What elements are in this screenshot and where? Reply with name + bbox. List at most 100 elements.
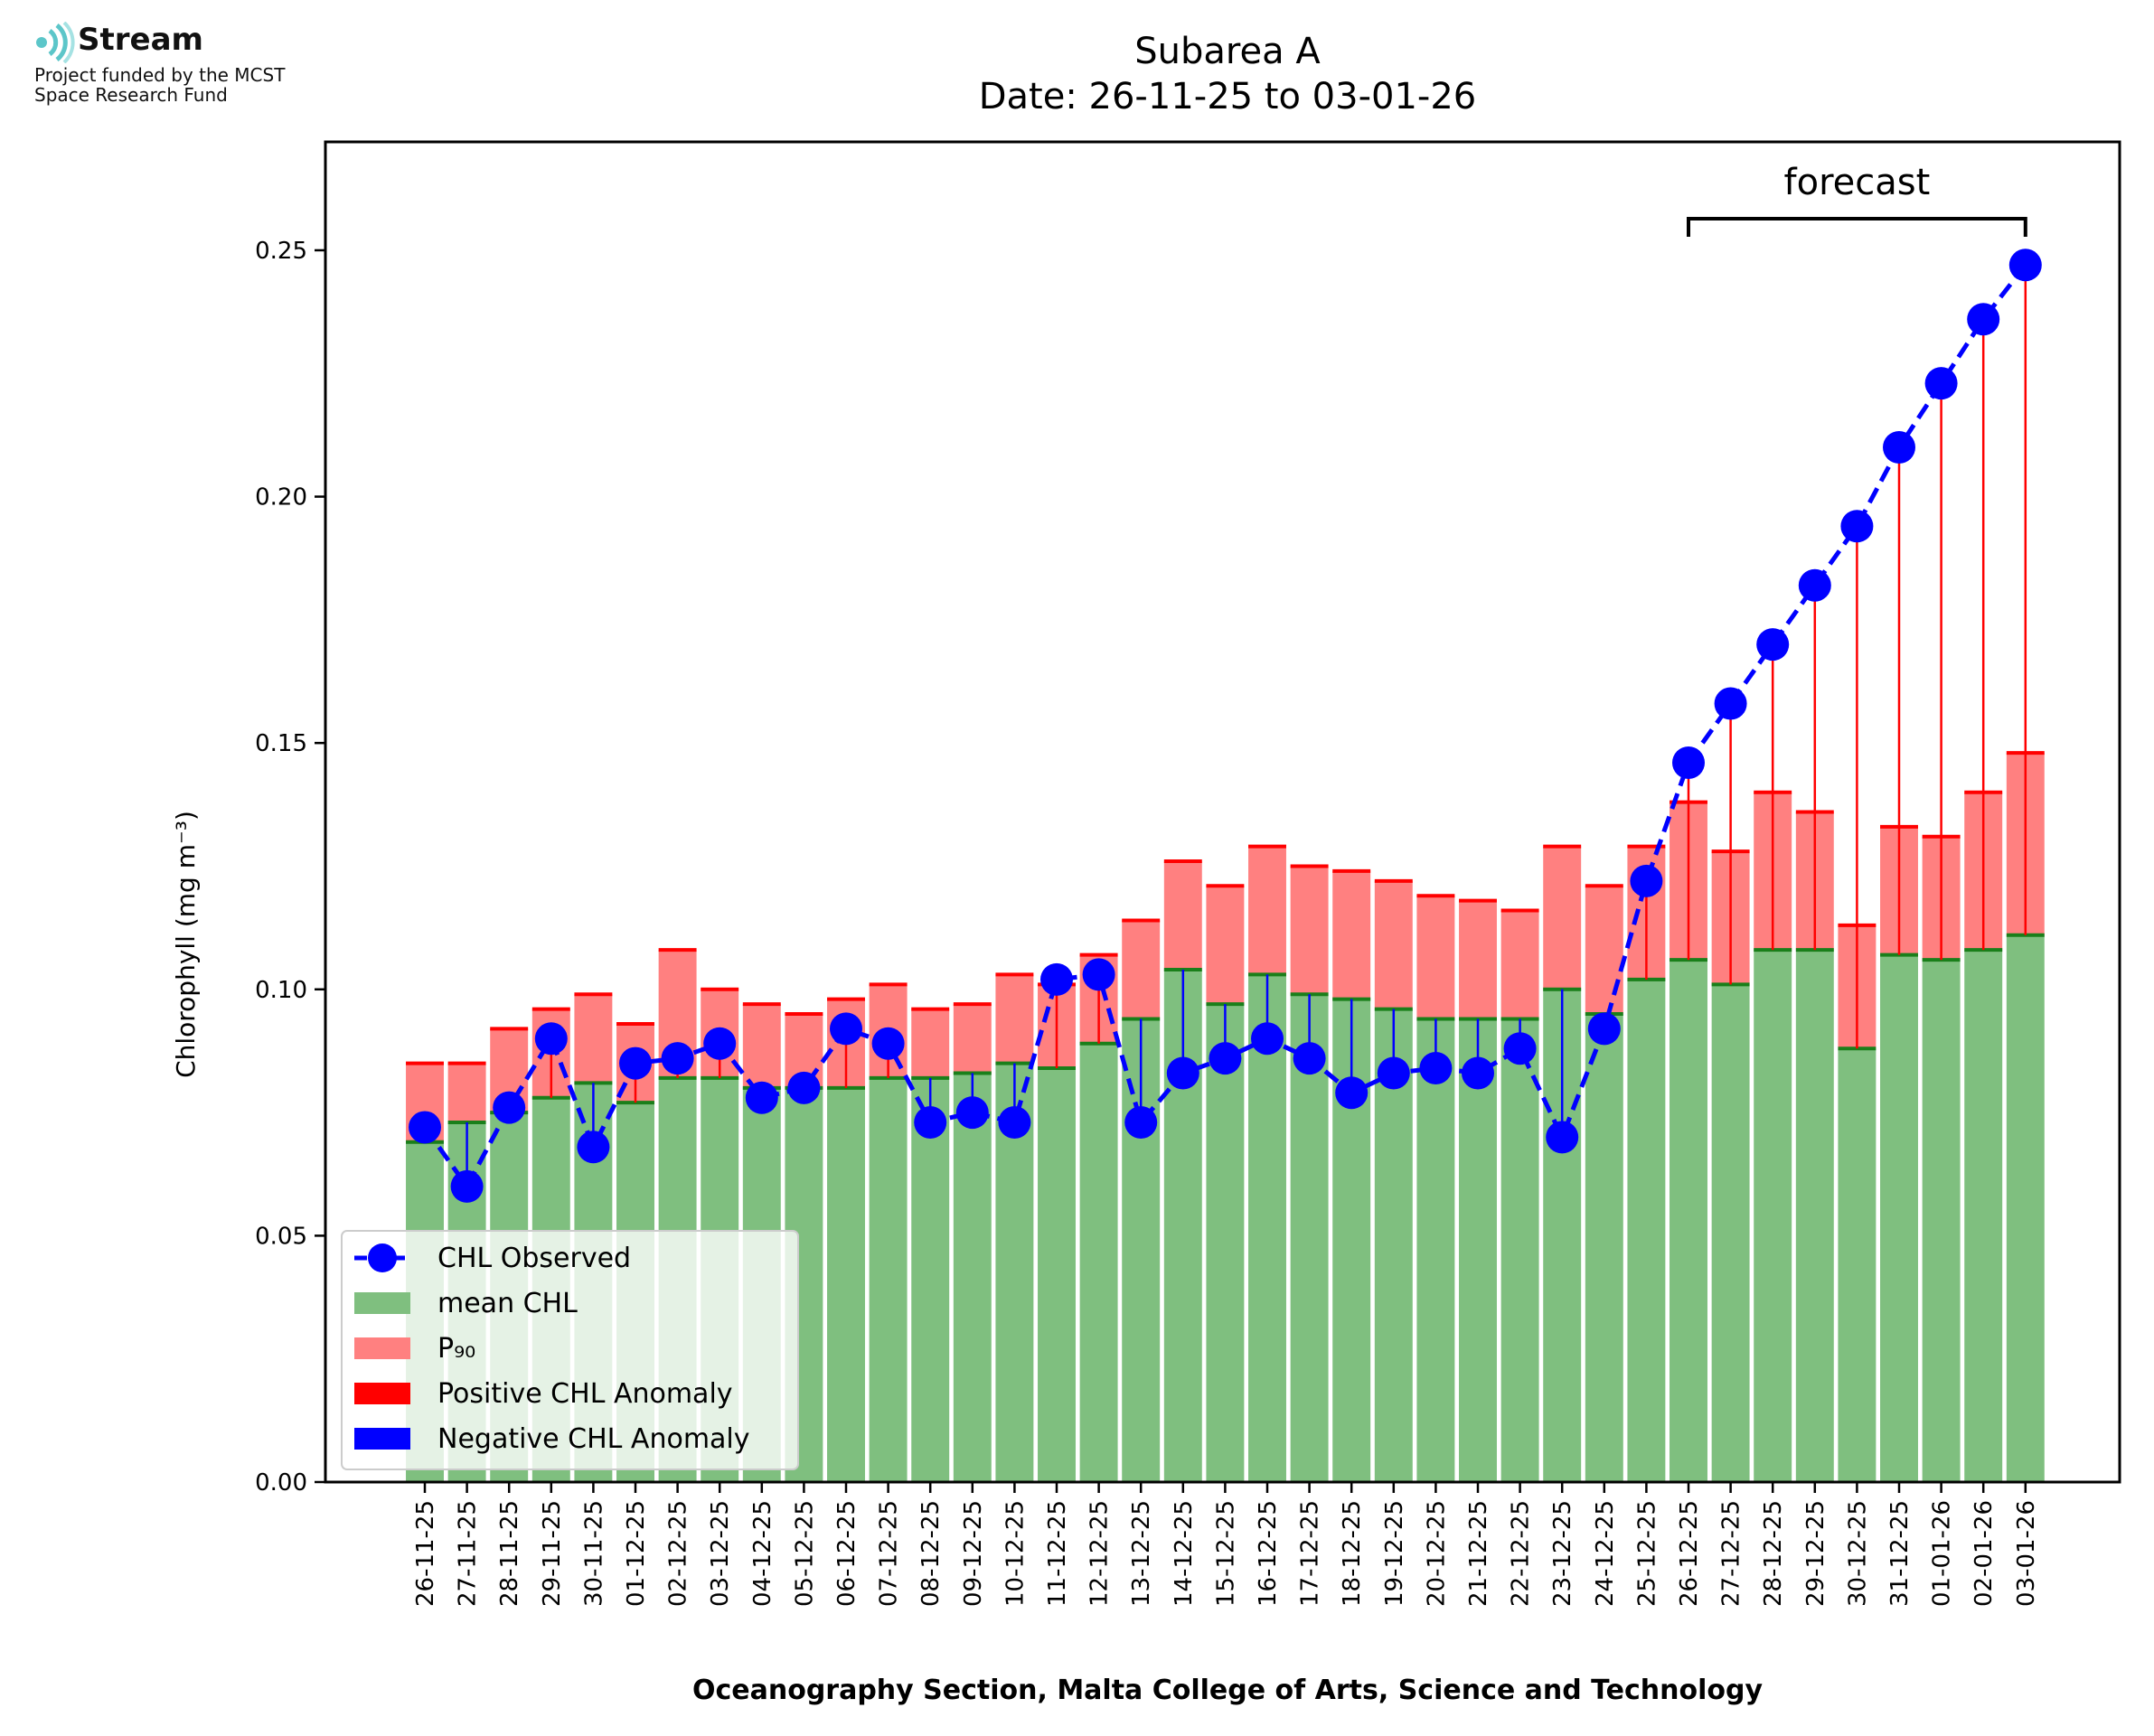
p90-bar [1585,886,1623,1015]
legend-patch-swatch [354,1292,410,1314]
x-tick-label: 22-12-25 [1508,1500,1535,1607]
legend: CHL Observed mean CHL P₉₀ Positive CHL Anom… [341,1230,799,1470]
mean-bar [1711,984,1750,1482]
logo-line-2: Space Research Fund [34,84,228,106]
observed-point [1462,1056,1494,1090]
logo-subtitle: Project funded by the MCST Space Researc… [34,65,285,105]
p90-bar [1374,880,1413,1009]
x-tick-label: 02-12-25 [665,1500,692,1607]
x-tick-label: 27-12-25 [1718,1500,1745,1607]
forecast-label: forecast [1784,162,1931,203]
y-axis-label: Chlorophyll (mg m⁻³) [171,811,201,1078]
x-tick-label: 07-12-25 [876,1500,903,1607]
x-tick-label: 19-12-25 [1381,1500,1408,1607]
observed-point [1714,687,1747,720]
observed-point [871,1027,905,1060]
mean-bar [911,1077,950,1482]
mean-bar [1754,950,1792,1482]
legend-patch-swatch [354,1337,410,1359]
x-tick-label: 30-12-25 [1844,1500,1871,1607]
x-tick-label: 23-12-25 [1549,1500,1576,1607]
x-tick-label: 05-12-25 [791,1500,818,1607]
p90-bar [1500,910,1539,1019]
x-tick-label: 04-12-25 [749,1500,776,1607]
x-tick-label: 26-12-25 [1676,1500,1703,1607]
p90-bar [1416,896,1455,1019]
observed-point [493,1091,526,1124]
p90-bar [1163,861,1202,970]
x-tick-label: 28-11-25 [496,1500,523,1607]
x-tick-label: 01-12-25 [623,1500,650,1607]
x-tick-label: 20-12-25 [1423,1500,1450,1607]
observed-point [703,1027,737,1060]
mean-bar [869,1077,908,1482]
legend-box [341,1230,799,1470]
x-tick-label: 26-11-25 [412,1500,439,1607]
observed-point [1672,746,1705,779]
mean-bar [1838,1048,1877,1482]
legend-label: Negative CHL Anomaly [437,1423,750,1455]
x-tick-label: 16-12-25 [1255,1500,1282,1607]
plot-frame [324,140,2121,1484]
p90-bar [742,1004,781,1088]
x-tick-label: 17-12-25 [1297,1500,1324,1607]
x-tick-label: 24-12-25 [1592,1500,1619,1607]
x-tick-label: 29-12-25 [1802,1500,1829,1607]
x-tick-label: 30-11-25 [580,1500,607,1607]
y-tick-label: 0.25 [255,238,307,265]
x-tick-label: 13-12-25 [1128,1500,1155,1607]
observed-point [998,1105,1031,1139]
mean-bar [1964,950,2003,1482]
x-tick-label: 02-01-26 [1971,1500,1998,1607]
x-tick-label: 11-12-25 [1044,1500,1071,1607]
observed-point [1924,367,1958,400]
mean-bar [1290,994,1329,1482]
logo-name: Stream [78,22,203,58]
observed-point [1209,1042,1242,1075]
mean-bar [1670,960,1707,1482]
p90-bar [1248,846,1286,975]
legend-label: CHL Observed [437,1243,631,1274]
y-tick-label: 0.00 [255,1469,307,1497]
y-tick-label: 0.20 [255,484,307,511]
legend-label: mean CHL [437,1288,578,1319]
stream-waves-icon [36,22,75,63]
observed-point [2008,249,2042,282]
mean-bar [1459,1018,1497,1482]
x-tick-label: 12-12-25 [1086,1500,1114,1607]
y-tick-label: 0.10 [255,977,307,1004]
x-tick-label: 29-11-25 [539,1500,566,1607]
p90-bar [1459,900,1497,1019]
p90-bar [911,1009,950,1078]
observed-point [1335,1076,1369,1110]
anomaly-layer [423,265,2027,1187]
forecast-bracket [1687,217,2027,237]
x-tick-label: 01-01-26 [1929,1500,1956,1607]
y-tick-label: 0.05 [255,1223,307,1250]
x-tick-label: 27-11-25 [455,1500,482,1607]
mean-bar [827,1087,865,1482]
mean-bar [2006,934,2045,1482]
observed-point [1798,568,1831,602]
observed-point [830,1012,862,1046]
observed-point [1040,962,1073,996]
mean-bar [1038,1068,1076,1482]
axes-layer: 0.00 0.05 0.10 0.15 0.20 0.25 26-11-25 27-11-25… [255,140,2121,1607]
p90-bar [1543,846,1582,990]
observed-point [1124,1105,1158,1139]
mean-bar [1079,1043,1118,1482]
observed-point [1503,1032,1537,1065]
x-tick-label: 18-12-25 [1339,1500,1366,1607]
legend-patch-swatch [354,1428,410,1450]
observed-point [661,1042,694,1075]
observed-point [534,1022,568,1056]
forecast-annotation: forecast [1687,162,2027,237]
observed-point [1756,628,1790,662]
x-tick-label: 25-12-25 [1633,1500,1660,1607]
observed-point [577,1131,610,1164]
p90-bar [1206,886,1245,1005]
x-tick-label: 03-12-25 [707,1500,734,1607]
observed-point [1630,864,1663,897]
bars-layer [406,751,2045,1482]
